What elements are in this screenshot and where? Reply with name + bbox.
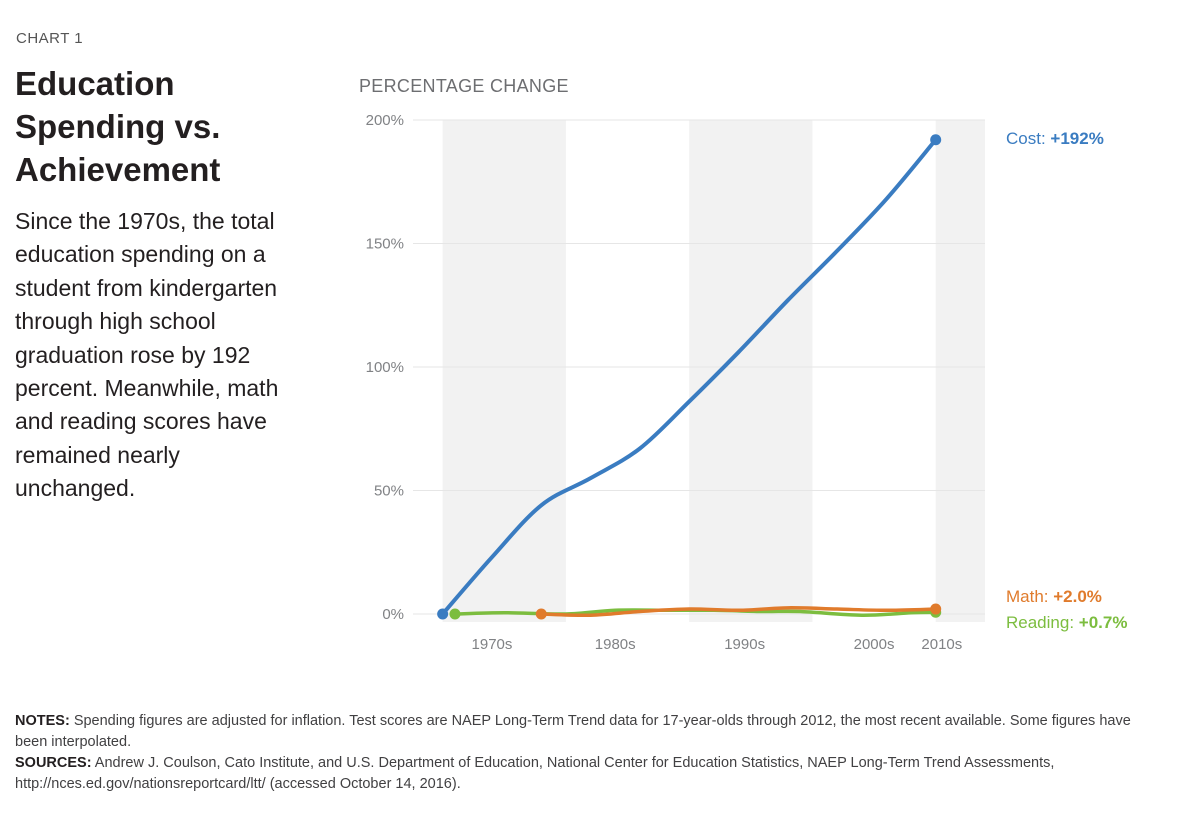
math-end-label: Math: +2.0%: [1006, 587, 1102, 606]
y-tick-label-150: 150%: [366, 236, 404, 253]
line-chart: 0% 50% 100% 150% 200% 1970s 1980s 1990s 2000s 20…: [366, 112, 1128, 653]
x-tick-label-1990s: 1990s: [724, 636, 765, 653]
sources: SOURCES: Andrew J. Coulson, Cato Institu…: [15, 753, 1145, 795]
sources-label: SOURCES:: [15, 755, 92, 771]
y-tick-label-0: 0%: [382, 606, 404, 623]
series-lines: [437, 134, 942, 620]
y-axis-ticks: 0% 50% 100% 150% 200%: [366, 112, 404, 623]
y-axis-title: PERCENTAGE CHANGE: [359, 76, 569, 96]
math-end-point: [930, 603, 942, 615]
shaded-band-1: [689, 120, 813, 622]
shaded-band-0: [442, 120, 566, 622]
chart-footer: NOTES: Spending figures are adjusted for…: [15, 711, 1145, 795]
shaded-bands: [442, 120, 985, 622]
math-start-point: [535, 608, 547, 620]
chart-number-label: CHART 1: [16, 30, 84, 47]
cost-end-label: Cost: +192%: [1006, 129, 1104, 148]
math-label-value: +2.0%: [1053, 587, 1102, 606]
math-label-name: Math:: [1006, 587, 1053, 606]
x-tick-label-2010s: 2010s: [921, 636, 962, 653]
reading-label-value: +0.7%: [1079, 613, 1128, 632]
cost-label-value: +192%: [1050, 129, 1103, 148]
sources-text: Andrew J. Coulson, Cato Institute, and U…: [15, 755, 1055, 792]
x-axis-ticks: 1970s 1980s 1990s 2000s 2010s: [472, 636, 963, 653]
reading-label-name: Reading:: [1006, 613, 1079, 632]
chart-description: Since the 1970s, the total education spe…: [15, 208, 279, 502]
x-tick-label-2000s: 2000s: [854, 636, 895, 653]
cost-end-point: [930, 134, 942, 146]
cost-line: [440, 137, 938, 616]
y-tick-label-200: 200%: [366, 112, 404, 129]
cost-label-name: Cost:: [1006, 129, 1050, 148]
y-tick-label-50: 50%: [374, 483, 404, 500]
cost-start-point: [437, 608, 449, 620]
x-tick-label-1980s: 1980s: [595, 636, 636, 653]
math-line: [539, 606, 938, 618]
notes-label: NOTES:: [15, 713, 70, 729]
reading-end-label: Reading: +0.7%: [1006, 613, 1127, 632]
shaded-band-2: [935, 120, 985, 622]
x-tick-label-1970s: 1970s: [472, 636, 513, 653]
y-tick-label-100: 100%: [366, 359, 404, 376]
notes-text: Spending figures are adjusted for inflat…: [15, 713, 1131, 750]
end-labels: Reading: +0.7% Math: +2.0% Cost: +192%: [1006, 129, 1127, 632]
reading-start-point: [449, 608, 461, 620]
notes: NOTES: Spending figures are adjusted for…: [15, 711, 1145, 753]
chart-title: Education Spending vs. Achievement: [15, 65, 221, 188]
